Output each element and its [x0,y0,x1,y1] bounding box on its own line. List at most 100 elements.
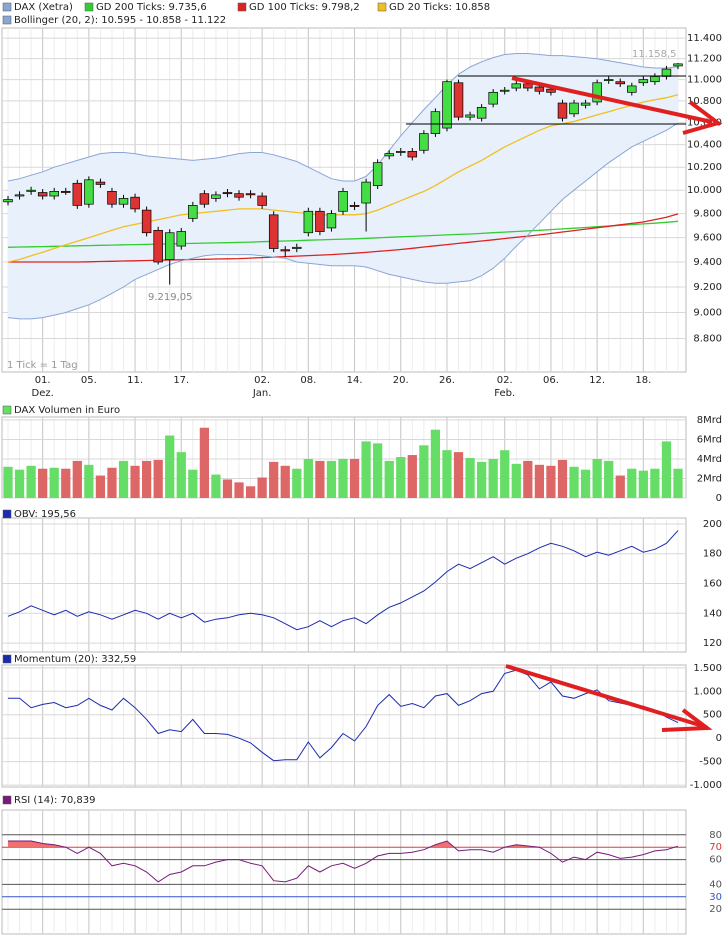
volume-bar [142,460,152,498]
volume-bar [615,475,625,498]
x-tick-label: 26. [439,375,455,386]
candle-body [546,88,556,93]
legend-label: DAX Volumen in Euro [14,405,120,416]
y-tick-label: 30 [709,892,722,903]
volume-bar [84,464,94,498]
y-tick-label: 20 [709,904,722,915]
y-tick-label: 11.000 [687,75,722,86]
legend-label: Momentum (20): 332,59 [14,654,136,665]
candle-body [72,182,83,206]
x-tick-label: 08. [300,375,316,386]
y-tick-label: 9.200 [693,282,722,293]
volume-bar [211,474,221,498]
volume-bar [384,460,394,498]
y-tick-label: 80 [709,830,722,841]
candle-body [303,210,314,234]
candle-body [396,151,406,153]
y-tick-label: 10.200 [687,162,722,173]
y-tick-label: 160 [703,579,722,590]
candle-body [49,191,59,197]
candle-body [569,102,579,115]
candle-body [557,102,568,119]
y-tick-label: 40 [709,879,722,890]
plot-layer: 8.800 9.000 9.200 9.400 9.600 9.800 10.000 10.2… [3,2,722,915]
legend-swatch [2,509,12,519]
y-tick-label: 70 [709,842,722,853]
bollinger-upper [7,53,679,182]
red-arrow [505,664,707,729]
candle-body [627,85,637,93]
legend-label: OBV: 195,56 [14,509,76,520]
volume-bar [407,455,417,498]
y-tick-label: 0 [716,493,722,504]
volume-bar [373,443,383,498]
y-tick-label: 6Mrd [697,434,722,445]
legend-swatch [2,405,12,415]
legend-label: GD 20 Ticks: 10.858 [389,2,490,13]
candle-body [141,209,152,234]
volume-bar [176,452,186,498]
candle-body [523,83,533,89]
y-tick-label: 120 [703,638,722,649]
candle-body [603,79,614,81]
volume-bar [604,460,614,498]
volume-bar [303,458,313,498]
y-tick-label: 9.400 [693,257,722,268]
legend-swatch [84,2,94,12]
volume-bar [546,465,556,498]
candle-body [315,210,325,232]
moving-average [8,213,679,263]
candle-body [176,231,187,247]
volume-bar [107,467,117,498]
candle-body [234,193,244,198]
y-tick-label: 9.000 [693,307,722,318]
candle-body [615,81,625,85]
y-tick-label: 4Mrd [697,454,722,465]
y-tick-label: 8Mrd [697,415,722,426]
volume-bar [673,468,683,498]
indicator-line [7,530,679,631]
y-tick-label: 2Mrd [697,473,722,484]
volume-bar [661,441,672,498]
legend-label: GD 100 Ticks: 9.798,2 [249,2,360,13]
volume-bar [569,466,579,498]
volume-bar [534,464,544,498]
moving-average [7,220,679,248]
x-tick-label: 20. [393,375,409,386]
volume-bar [477,461,487,498]
volume-bar [396,457,406,498]
candle-body [3,199,13,203]
candle-body [118,198,129,205]
volume-bar [153,459,163,498]
candle-body [430,111,441,134]
volume-bar [465,457,475,498]
candle-body [84,179,94,205]
candle-body [245,193,256,196]
x-tick-label: 11. [127,375,143,386]
y-tick-label: 500 [703,710,722,721]
x-tick-label: 12. [589,375,605,386]
legend-swatch [2,795,12,805]
candle-body [372,162,383,186]
volume-bar [627,468,637,498]
volume-bar [338,458,348,498]
candle-body [638,79,649,84]
volume-bar [500,450,510,498]
panel-bg [1,517,687,653]
volume-bar [38,468,48,498]
y-tick-label: 9.800 [693,209,722,220]
candle-body [419,133,429,151]
volume-bar [188,469,198,498]
y-tick-label: 1.500 [693,663,722,674]
y-tick-label: 10.600 [687,118,722,129]
volume-bar [349,458,360,498]
legend-swatch [237,2,247,12]
y-tick-label: 11.400 [687,33,722,44]
volume-bar [165,435,175,498]
volume-bar [453,452,464,498]
legend-swatch [2,15,12,25]
candle-body [153,229,163,263]
tick-note: 1 Tick = 1 Tag [7,360,78,371]
candle-body [384,153,394,157]
